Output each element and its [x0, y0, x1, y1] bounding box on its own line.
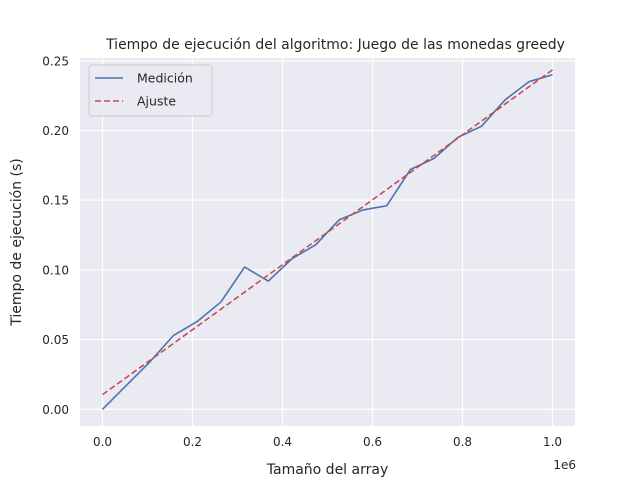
series-line-ajuste — [102, 69, 553, 396]
y-axis-label: Tiempo de ejecución (s) — [9, 158, 25, 327]
x-tick-label: 0.0 — [93, 435, 112, 449]
legend-entry: Ajuste — [137, 94, 176, 109]
grid-lines — [80, 58, 575, 426]
x-tick-label: 0.8 — [453, 435, 472, 449]
x-tick-label: 1.0 — [543, 435, 562, 449]
y-tick-label: 0.10 — [42, 263, 69, 277]
legend: Medición Ajuste — [88, 64, 213, 117]
y-tick-label: 0.05 — [42, 333, 69, 347]
x-axis-offset-text: 1e6 — [553, 458, 576, 472]
y-tick-label: 0.20 — [42, 124, 69, 138]
chart-title: Tiempo de ejecución del algoritmo: Juego… — [105, 37, 565, 53]
x-tick-label: 0.6 — [363, 435, 382, 449]
x-tick-label: 0.2 — [183, 435, 202, 449]
y-tick-label: 0.15 — [42, 194, 69, 208]
y-tick-labels: 0.00 0.05 0.10 0.15 0.20 0.25 — [42, 54, 69, 416]
series-line-medicion — [101, 73, 553, 410]
x-axis-label: Tamaño del array — [266, 462, 388, 478]
y-tick-label: 0.00 — [42, 403, 69, 417]
x-tick-label: 0.4 — [273, 435, 292, 449]
series-group — [101, 69, 553, 410]
x-tick-labels: 0.0 0.2 0.4 0.6 0.8 1.0 — [93, 435, 562, 449]
legend-entry: Medición — [137, 71, 193, 86]
y-tick-label: 0.25 — [42, 54, 69, 68]
plot-background — [80, 58, 575, 426]
